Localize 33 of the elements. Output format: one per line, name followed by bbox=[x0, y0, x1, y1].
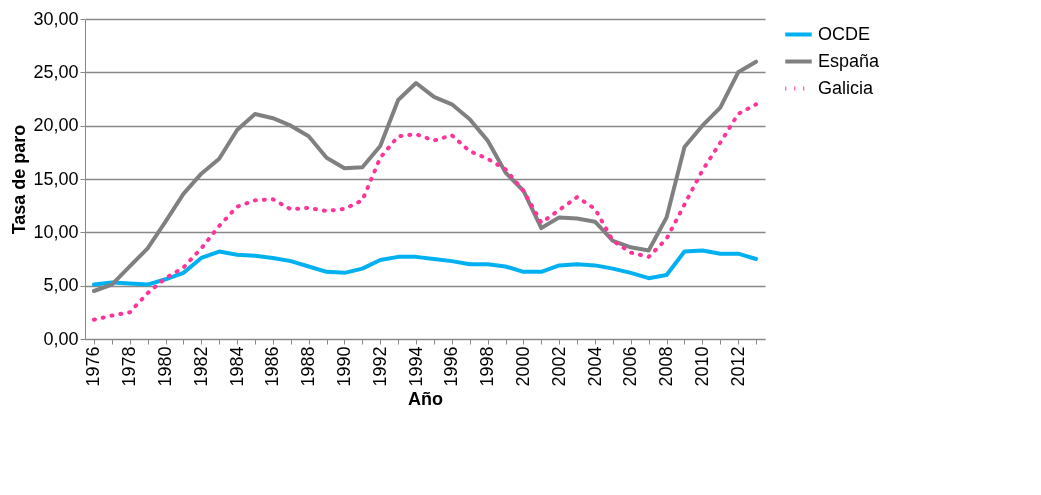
line-series bbox=[91, 102, 759, 322]
y-tick-label: 5,00 bbox=[43, 275, 79, 296]
line-series bbox=[91, 248, 759, 287]
x-tick-label: 1988 bbox=[298, 346, 319, 387]
x-tick-label: 2012 bbox=[727, 346, 748, 387]
y-axis-title: Tasa de paro bbox=[9, 124, 30, 235]
y-tick-label: 30,00 bbox=[33, 8, 79, 29]
x-axis-title: Año bbox=[408, 388, 443, 409]
x-tick-label: 2008 bbox=[656, 346, 677, 387]
y-tick-label: 0,00 bbox=[43, 328, 79, 349]
y-tick-label: 10,00 bbox=[33, 221, 79, 242]
x-tick-label: 1978 bbox=[119, 346, 140, 387]
x-tick-label: 2010 bbox=[691, 346, 712, 387]
x-tick-label: 1996 bbox=[441, 346, 462, 387]
y-tick-label: 20,00 bbox=[33, 115, 79, 136]
x-tick-label: 1990 bbox=[333, 346, 354, 387]
legend-label: Galicia bbox=[818, 77, 875, 98]
x-tick-label: 1992 bbox=[369, 346, 390, 387]
x-tick-label: 1976 bbox=[83, 346, 104, 387]
x-tick-label: 2002 bbox=[548, 346, 569, 387]
x-tick-label: 1980 bbox=[155, 346, 176, 387]
x-tick-label: 1982 bbox=[190, 346, 211, 387]
x-tick-label: 1994 bbox=[405, 346, 426, 387]
x-tick-label: 1984 bbox=[226, 346, 247, 387]
y-tick-label: 25,00 bbox=[33, 61, 79, 82]
legend-label: OCDE bbox=[818, 23, 871, 44]
y-tick-label: 15,00 bbox=[33, 168, 79, 189]
x-tick-label: 2004 bbox=[584, 346, 605, 387]
x-tick-label: 2006 bbox=[620, 346, 641, 387]
x-tick-label: 1998 bbox=[477, 346, 498, 387]
x-tick-label: 2000 bbox=[512, 346, 533, 387]
legend-label: España bbox=[818, 50, 881, 71]
x-tick-label: 1986 bbox=[262, 346, 283, 387]
